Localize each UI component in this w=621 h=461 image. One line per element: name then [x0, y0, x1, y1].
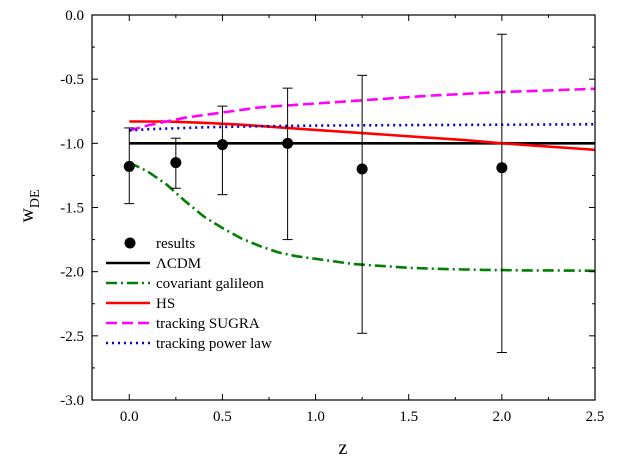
legend-item-cdm: ΛCDM [106, 256, 201, 272]
legend-item-tracking-power-law: tracking power law [106, 336, 272, 352]
legend-item-covariant-galileon: covariant galileon [106, 276, 264, 292]
y-tick-label: -2.5 [60, 329, 84, 345]
y-axis-title-main: w [16, 208, 38, 223]
legend-label: ΛCDM [156, 256, 201, 272]
legend-label: covariant galileon [156, 276, 264, 292]
series-line-hs [129, 120, 596, 152]
x-axis-title: z [339, 437, 348, 459]
x-tick-label: 2.5 [586, 409, 605, 425]
legend-label: tracking SUGRA [156, 316, 260, 332]
y-tick-label: -0.5 [60, 72, 84, 88]
y-axis-title-subscript: DE [28, 189, 43, 208]
data-point [216, 139, 228, 151]
legend-marker [124, 237, 136, 249]
y-tick-label: 0.0 [65, 8, 84, 24]
data-points [123, 33, 508, 354]
x-tick-label: 0.5 [213, 409, 232, 425]
legend-item-tracking-sugra: tracking SUGRA [106, 316, 260, 332]
y-tick-label: -1.5 [60, 201, 84, 217]
legend-label: HS [156, 296, 175, 312]
y-tick-label: -1.0 [60, 136, 84, 152]
data-point [282, 137, 294, 149]
legend-item-results: results [124, 236, 195, 252]
data-point [356, 163, 368, 175]
y-axis-title: wDE [16, 189, 43, 222]
y-tick-label: -3.0 [60, 393, 84, 409]
axis-ticks: 0.0 0.5 1.0 1.5 2.0 2.5 0.0 -0.5 -1.0 -1.5 -2.0 -2.… [60, 8, 604, 425]
legend-item-hs: HS [106, 296, 175, 312]
legend-label: results [156, 236, 195, 252]
data-point [496, 162, 508, 174]
x-tick-label: 0.0 [120, 409, 139, 425]
legend-label: tracking power law [156, 336, 272, 352]
data-point [170, 157, 182, 169]
x-tick-label: 1.5 [399, 409, 418, 425]
legend: results ΛCDM covariant galileon HS tracking … [106, 236, 272, 352]
x-tick-label: 2.0 [492, 409, 511, 425]
data-point [123, 160, 135, 172]
y-tick-label: -2.0 [60, 265, 84, 281]
x-tick-label: 1.0 [306, 409, 325, 425]
